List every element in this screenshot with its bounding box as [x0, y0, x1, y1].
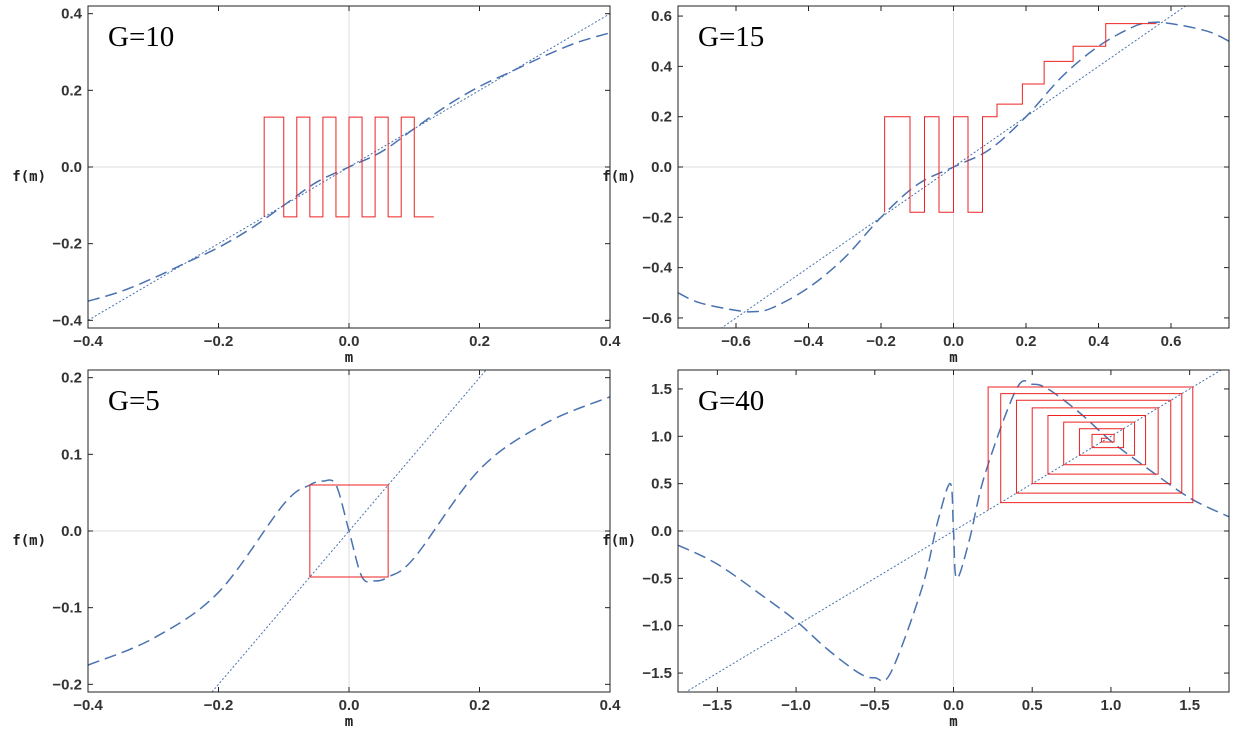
x-tick-label: −0.2 — [204, 697, 234, 714]
plot-area — [678, 370, 1229, 692]
y-axis-label: f(m) — [12, 169, 46, 185]
x-tick-label: −0.4 — [73, 697, 103, 714]
y-tick-label: 0.6 — [651, 8, 672, 25]
x-tick-label: −0.2 — [204, 333, 234, 350]
y-axis-label: f(m) — [602, 169, 636, 185]
y-tick-label: −0.2 — [642, 209, 672, 226]
y-tick-label: 0.2 — [61, 370, 82, 387]
x-axis-label: m — [949, 714, 957, 730]
y-tick-label: 0.4 — [651, 58, 673, 75]
plot-area — [88, 13, 610, 321]
y-tick-label: 0.0 — [61, 159, 82, 176]
y-tick-label: 0.4 — [61, 6, 83, 23]
x-tick-label: −0.6 — [721, 333, 751, 350]
y-tick-label: 0.5 — [651, 476, 672, 493]
cobweb-trajectory — [884, 23, 1157, 213]
x-axis-label: m — [345, 714, 353, 730]
panel-bottom-right: −1.5 −1.0 −0.5 0.0 0.5 1.0 1.5 −1.5 −1.0 −0.5 0.0 0… — [602, 369, 1230, 730]
panel-top-right: −0.6 −0.4 −0.2 0.0 0.2 0.4 0.6 −0.6 −0.4 −0.2 0.0 0… — [602, 5, 1230, 366]
x-tick-label: 0.6 — [1161, 333, 1182, 350]
panel-gain-label: G=40 — [698, 385, 764, 417]
y-tick-label: 1.5 — [651, 381, 672, 398]
y-tick-label: −0.5 — [642, 570, 672, 587]
x-tick-label: 0.2 — [1016, 333, 1037, 350]
cobweb-trajectory — [263, 116, 434, 218]
identity-line — [211, 370, 487, 692]
y-tick-label: 0.2 — [651, 109, 672, 126]
y-tick-label: −0.2 — [52, 236, 82, 253]
x-tick-label: −0.5 — [860, 697, 890, 714]
y-tick-label: 0.1 — [61, 446, 82, 463]
x-tick-label: −0.4 — [794, 333, 824, 350]
y-axis-label: f(m) — [12, 533, 46, 549]
y-tick-label: 0.0 — [651, 523, 672, 540]
panel-top-left: −0.4 −0.2 0.0 0.2 0.4 −0.4 −0.2 0.0 0.2 0.4 m f(m) G… — [12, 5, 622, 366]
x-axis-label: m — [949, 350, 957, 366]
map-curve — [88, 396, 610, 666]
x-tick-label: 0.5 — [1022, 697, 1043, 714]
y-axis-label: f(m) — [602, 533, 636, 549]
cobweb-trajectory — [987, 386, 1194, 511]
y-tick-label: −0.4 — [52, 312, 82, 329]
y-tick-label: 1.0 — [651, 428, 672, 445]
y-tick-label: −0.2 — [52, 676, 82, 693]
y-tick-label: −1.0 — [642, 618, 672, 635]
x-tick-label: 0.4 — [600, 697, 622, 714]
y-tick-label: 0.0 — [61, 523, 82, 540]
y-tick-label: 0.2 — [61, 82, 82, 99]
x-tick-label: 0.0 — [943, 697, 964, 714]
x-tick-label: 1.5 — [1179, 697, 1200, 714]
cobweb-trajectory — [309, 484, 389, 578]
y-tick-label: 0.0 — [651, 159, 672, 176]
panel-bottom-left: −0.4 −0.2 0.0 0.2 0.4 −0.2 −0.1 0.0 0.1 0.2 m f(m) G… — [12, 369, 622, 730]
panel-gain-label: G=10 — [108, 21, 174, 53]
x-tick-label: −1.0 — [781, 697, 811, 714]
y-tick-label: −1.5 — [642, 665, 672, 682]
x-tick-label: −0.2 — [866, 333, 896, 350]
y-tick-label: −0.1 — [52, 600, 82, 617]
panel-gain-label: G=5 — [108, 385, 160, 417]
x-tick-label: −1.5 — [703, 697, 733, 714]
x-tick-label: 0.4 — [600, 333, 622, 350]
y-tick-label: −0.6 — [642, 310, 672, 327]
x-tick-label: 0.0 — [339, 697, 360, 714]
x-tick-label: 0.2 — [469, 697, 490, 714]
x-tick-label: 0.2 — [469, 333, 490, 350]
x-tick-label: 0.0 — [339, 333, 360, 350]
identity-line — [88, 13, 610, 321]
panel-gain-label: G=15 — [698, 21, 764, 53]
x-tick-label: 1.0 — [1100, 697, 1121, 714]
x-axis-label: m — [345, 350, 353, 366]
plot-area — [678, 6, 1229, 328]
y-tick-label: −0.4 — [642, 260, 672, 277]
identity-line — [684, 370, 1223, 692]
x-tick-label: 0.0 — [943, 333, 964, 350]
x-tick-label: −0.4 — [73, 333, 103, 350]
plot-area — [88, 370, 610, 692]
x-tick-label: 0.4 — [1088, 333, 1110, 350]
